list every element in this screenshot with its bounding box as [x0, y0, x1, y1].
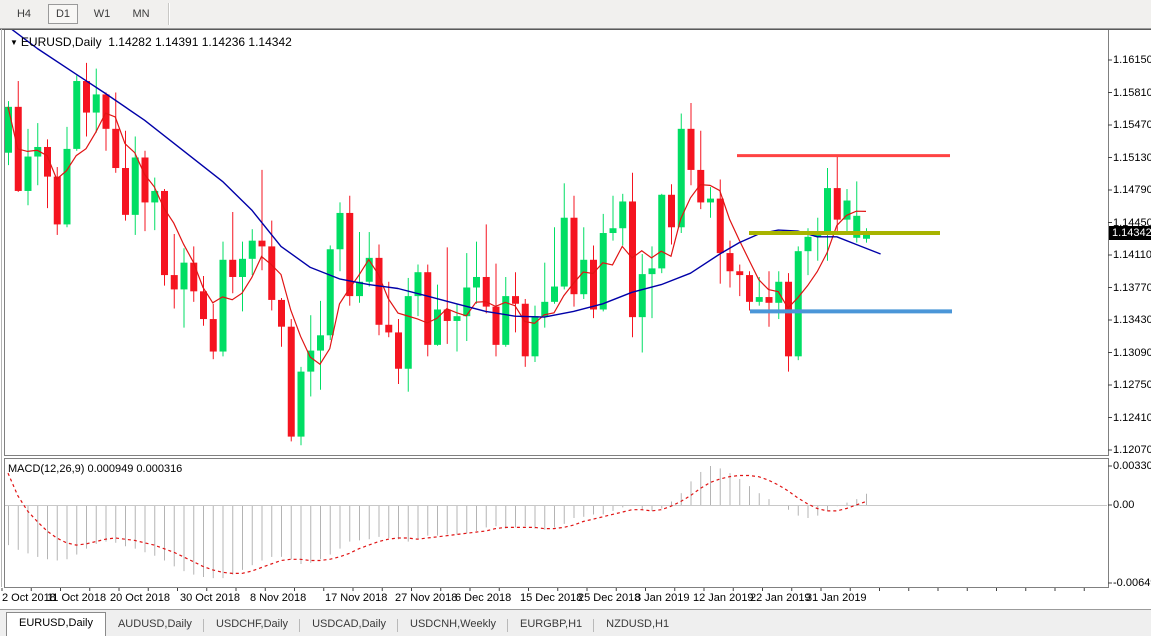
date-axis-label: 17 Nov 2018 — [325, 592, 388, 604]
date-axis-label: 25 Dec 2018 — [578, 592, 641, 604]
main-price-panel[interactable] — [5, 29, 952, 446]
timeframe-toolbar: H4 D1 W1 MN — [0, 0, 1151, 29]
tab-usdcad-daily[interactable]: USDCAD,Daily — [300, 614, 399, 636]
timeframe-button-h4[interactable]: H4 — [16, 8, 32, 20]
tab-eurgbp-h1[interactable]: EURGBP,H1 — [508, 614, 595, 636]
date-axis-label: 22 Jan 2019 — [750, 592, 811, 604]
macd-axis-label: 0.00 — [1113, 499, 1135, 511]
chart-ohlc-readout: 1.14282 1.14391 1.14236 1.14342 — [108, 35, 292, 49]
price-chart-canvas[interactable] — [0, 29, 1151, 609]
macd-histogram — [8, 466, 867, 579]
date-axis-label: 2 Oct 2018 — [2, 592, 56, 604]
chart-title: ▼ EURUSD,Daily 1.14282 1.14391 1.14236 1.… — [10, 35, 292, 49]
price-axis-label: 1.14450 — [1113, 216, 1151, 229]
panel-frames — [0, 29, 1151, 588]
price-axis-label: 1.13770 — [1113, 281, 1151, 294]
date-axis-label: 8 Nov 2018 — [250, 592, 307, 604]
tab-usdchf-daily[interactable]: USDCHF,Daily — [204, 614, 301, 636]
tab-eurusd-daily[interactable]: EURUSD,Daily — [6, 612, 106, 636]
price-axis-label: 1.14110 — [1113, 249, 1151, 261]
ma-slow-line — [11, 30, 881, 318]
date-axis-label: 30 Oct 2018 — [180, 592, 240, 604]
toolbar-separator — [168, 3, 170, 25]
macd-axis-label: -0.00649 — [1113, 577, 1151, 589]
timeframe-button-mn[interactable]: MN — [132, 8, 150, 20]
tab-nzdusd-h1[interactable]: NZDUSD,H1 — [606, 618, 670, 630]
price-axis-label: 1.12750 — [1113, 379, 1151, 391]
price-axis-label: 1.16150 — [1113, 54, 1151, 66]
date-axis-label: 6 Dec 2018 — [455, 592, 512, 604]
date-axis-label: 3 Jan 2019 — [635, 592, 690, 604]
date-axis-label: 15 Dec 2018 — [520, 592, 583, 604]
price-axis-label: 1.12410 — [1113, 411, 1151, 424]
timeframe-button-w1[interactable]: W1 — [93, 8, 111, 20]
macd-indicator-label: MACD(12,26,9) 0.000949 0.000316 — [8, 463, 183, 475]
price-axis-label: 1.15810 — [1113, 86, 1151, 99]
price-axis-label: 1.14790 — [1113, 184, 1151, 196]
macd-panel[interactable] — [4, 466, 1108, 579]
price-axis-label: 1.15130 — [1113, 151, 1151, 164]
date-axis-label: 20 Oct 2018 — [110, 592, 170, 604]
price-axis-label: 1.12070 — [1113, 444, 1151, 456]
tab-audusd-daily[interactable]: AUDUSD,Daily — [106, 614, 204, 636]
price-axis-label: 1.13090 — [1113, 346, 1151, 359]
macd-axis-label: 0.003306 — [1113, 460, 1151, 472]
chart-tabs-bar: EURUSD,Daily AUDUSD,Daily USDCHF,Daily U… — [0, 609, 1151, 636]
tab-usdcnh-weekly[interactable]: USDCNH,Weekly — [398, 614, 508, 636]
date-axis-label: 27 Nov 2018 — [395, 592, 458, 604]
date-axis-label: 11 Oct 2018 — [47, 592, 107, 604]
ma-fast-line — [7, 106, 867, 366]
date-axis-label: 12 Jan 2019 — [693, 592, 754, 604]
price-axis-label: 1.15470 — [1113, 119, 1151, 131]
macd-signal-line — [7, 472, 867, 575]
price-axis-label: 1.13430 — [1113, 314, 1151, 326]
chart-symbol-label: EURUSD,Daily — [20, 35, 102, 49]
collapse-triangle-icon: ▼ — [10, 38, 18, 47]
axis-ticks — [1, 59, 1112, 591]
date-axis-label: 31 Jan 2019 — [806, 592, 867, 604]
timeframe-button-d1[interactable]: D1 — [48, 4, 78, 24]
horizontal-lines[interactable] — [737, 154, 952, 314]
chart-window[interactable]: ▼ EURUSD,Daily 1.14282 1.14391 1.14236 1.… — [0, 29, 1151, 609]
macd-values-readout: 0.000949 0.000316 — [87, 463, 183, 475]
current-price-badge: 1.14342 — [1109, 225, 1151, 240]
